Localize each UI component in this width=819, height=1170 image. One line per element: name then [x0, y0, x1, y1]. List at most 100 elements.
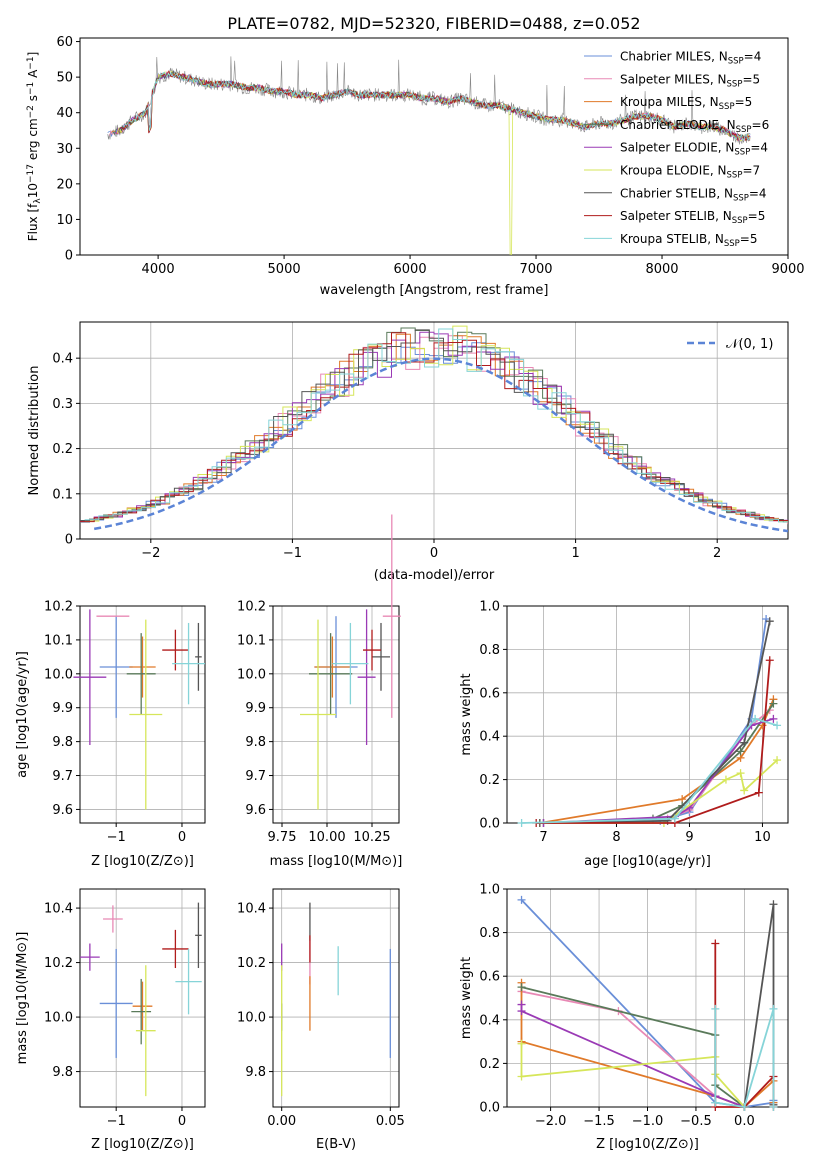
- y-tick-label: 10: [56, 213, 73, 228]
- residuals-frame: [79, 321, 789, 540]
- y-tick-label: 9.8: [52, 735, 73, 750]
- y-tick-label: 0.0: [479, 817, 500, 832]
- legend-label-kroupa_miles: Kroupa MILES, NSSP=5: [620, 95, 752, 112]
- errorbar-salpeter_elodie: [80, 943, 100, 971]
- y-tick-label: 20: [56, 177, 73, 192]
- y-tick-label: 10.0: [44, 1011, 73, 1026]
- weight-marker-kroupa_elodie: [740, 786, 749, 795]
- errorbar-chabrier_elodie: [126, 633, 156, 715]
- histogram-chabrier_miles: [80, 342, 788, 523]
- errorbar-salpeter_stelib: [363, 629, 381, 671]
- errorbar-kroupa_elodie: [135, 965, 156, 1097]
- errorbar-salpeter_elodie: [73, 609, 107, 746]
- age-vs-mass-xlabel: mass [log10(M/M⊙)]: [270, 854, 403, 869]
- weight-marker-kroupa_stelib: [740, 1103, 749, 1111]
- weight-line-salpeter_elodie: [543, 717, 774, 824]
- mass_vs_ebv-points: [281, 902, 391, 1097]
- x-tick-label: −1.0: [632, 1114, 664, 1129]
- y-tick-label: 0.2: [52, 442, 73, 457]
- y-tick-label: 10.2: [44, 956, 73, 971]
- y-tick-label: 0.2: [479, 773, 500, 788]
- mass_vs_ebv-frame: [272, 888, 400, 1108]
- y-tick-label: 50: [56, 71, 73, 86]
- figure-title: PLATE=0782, MJD=52320, FIBERID=0488, z=0…: [227, 14, 640, 33]
- normal-legend-label: 𝒩(0, 1): [726, 337, 773, 352]
- age_vs_mass-frame: [272, 605, 400, 824]
- weight-marker-chabrier_stelib: [740, 738, 749, 747]
- errorbar-chabrier_stelib: [195, 902, 202, 969]
- x-tick-label: 10.25: [353, 830, 390, 845]
- y-tick-label: 0.0: [479, 1101, 500, 1116]
- x-tick-label: 2: [713, 546, 721, 561]
- weight_vs_age-lines: [517, 615, 782, 827]
- y-tick-label: 9.7: [52, 769, 73, 784]
- x-tick-label: 0: [178, 1114, 186, 1129]
- mass_vs_z-axes: −1 0 9.8 10.0 10.2 10.4: [44, 888, 206, 1129]
- weight-line-chabrier_elodie: [521, 986, 745, 1108]
- weight-marker-chabrier_elodie: [517, 983, 526, 992]
- y-tick-label: 0: [65, 533, 73, 548]
- weight-marker-kroupa_stelib: [773, 721, 782, 730]
- legend-label-kroupa_stelib: Kroupa STELIB, NSSP=5: [620, 232, 758, 249]
- weight_vs_z-xlabel: Z [log10(Z/Z⊙)]: [596, 1137, 699, 1152]
- y-tick-label: 10.1: [44, 633, 73, 648]
- residuals-xlabel: (data-model)/error: [374, 568, 495, 583]
- spectrum-lines: [107, 56, 751, 255]
- y-tick-label: 40: [56, 106, 73, 121]
- legend-label-kroupa_elodie: Kroupa ELODIE, NSSP=7: [620, 164, 760, 181]
- weight-marker-salpeter_stelib: [765, 656, 774, 665]
- errorbar-salpeter_stelib: [162, 629, 189, 671]
- y-tick-label: 0.4: [479, 1013, 500, 1028]
- legend-label-salpeter_elodie: Salpeter ELODIE, NSSP=4: [620, 141, 768, 158]
- y-tick-label: 0.3: [52, 397, 73, 412]
- x-tick-label: −1: [107, 1114, 126, 1129]
- y-tick-label: 9.8: [245, 735, 266, 750]
- legend-label-salpeter_stelib: Salpeter STELIB, NSSP=5: [620, 209, 765, 226]
- y-tick-label: 0.6: [479, 970, 500, 985]
- x-tick-label: 0.00: [267, 1114, 296, 1129]
- spectrum-ylabel: Flux [fλ10−17 erg cm−2 s−1 A−1]: [26, 52, 43, 242]
- y-tick-label: 0.4: [479, 730, 500, 745]
- spectrum-frame: [79, 37, 789, 256]
- x-tick-label: 9: [685, 830, 693, 845]
- y-tick-label: 9.8: [245, 1065, 266, 1080]
- errorbar-salpeter_stelib: [162, 929, 189, 969]
- x-tick-label: −2.0: [535, 1114, 567, 1129]
- mass-vs-z-ylabel: mass [log10(M/M⊙)]: [15, 932, 30, 1065]
- weight-line-kroupa_elodie: [539, 759, 778, 824]
- y-tick-label: 9.6: [245, 803, 266, 818]
- spectrum-legend: Chabrier MILES, NSSP=4 Salpeter MILES, NS…: [584, 50, 769, 249]
- weight-marker-chabrier_elodie: [769, 699, 778, 708]
- weight-marker-kroupa_elodie: [721, 775, 730, 784]
- x-tick-label: −2: [141, 546, 160, 561]
- y-tick-label: 10.0: [44, 667, 73, 682]
- age_vs_z-frame: [79, 605, 206, 824]
- weight-marker-kroupa_elodie: [736, 769, 745, 778]
- spectrum-xlabel: wavelength [Angstrom, rest frame]: [320, 283, 549, 298]
- y-tick-label: 0: [65, 249, 73, 264]
- weight-marker-chabrier_miles: [517, 895, 526, 904]
- y-tick-label: 1.0: [479, 883, 500, 898]
- weight-line-salpeter_miles: [543, 709, 771, 824]
- weight-line-salpeter_miles: [521, 990, 745, 1108]
- x-tick-label: 9000: [771, 262, 804, 277]
- y-tick-label: 0.6: [479, 686, 500, 701]
- weight-marker-kroupa_stelib: [769, 1103, 778, 1111]
- errorbar-chabrier_miles: [99, 616, 133, 718]
- mass_vs_z-frame: [79, 888, 206, 1108]
- errorbar-chabrier_stelib: [372, 622, 390, 691]
- weight_vs_z-axes: −2.0 −1.5 −1.0 −0.5 0.0 0.0 0.2 0.4 0.6 0.8 1.0: [479, 883, 789, 1129]
- weight-marker-chabrier_stelib: [769, 900, 778, 909]
- mass-vs-z-xlabel: Z [log10(Z/Z⊙)]: [91, 1137, 194, 1152]
- y-tick-label: 30: [56, 142, 73, 157]
- x-tick-label: 6000: [394, 262, 427, 277]
- weight-marker-chabrier_elodie: [736, 747, 745, 756]
- x-tick-label: 0: [430, 546, 438, 561]
- y-tick-label: 0.8: [479, 643, 500, 658]
- legend-label-chabrier_miles: Chabrier MILES, NSSP=4: [620, 50, 761, 67]
- x-tick-label: 7: [539, 830, 547, 845]
- y-tick-label: 10.2: [237, 956, 266, 971]
- y-tick-label: 9.7: [245, 769, 266, 784]
- weight-line-kroupa_stelib: [521, 717, 778, 824]
